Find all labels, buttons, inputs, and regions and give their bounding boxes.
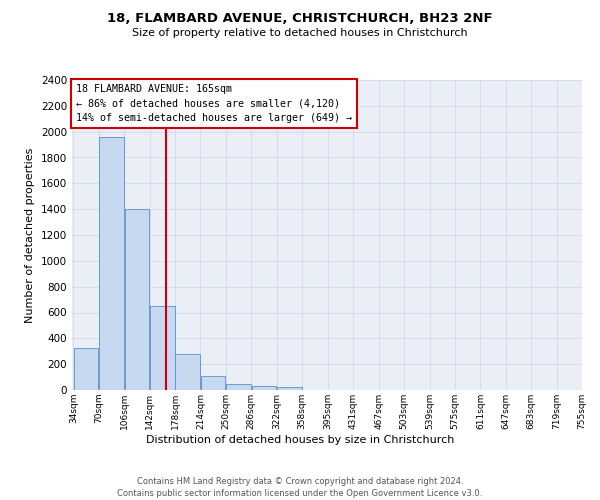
Bar	[125, 209, 149, 390]
Text: Contains public sector information licensed under the Open Government Licence v3: Contains public sector information licen…	[118, 489, 482, 498]
Bar	[251, 386, 276, 390]
Text: 18, FLAMBARD AVENUE, CHRISTCHURCH, BH23 2NF: 18, FLAMBARD AVENUE, CHRISTCHURCH, BH23 …	[107, 12, 493, 26]
Bar	[74, 348, 98, 390]
Y-axis label: Number of detached properties: Number of detached properties	[25, 148, 35, 322]
Bar	[99, 137, 124, 390]
Text: Size of property relative to detached houses in Christchurch: Size of property relative to detached ho…	[132, 28, 468, 38]
Text: Contains HM Land Registry data © Crown copyright and database right 2024.: Contains HM Land Registry data © Crown c…	[137, 478, 463, 486]
Bar	[175, 354, 200, 390]
Bar	[277, 388, 302, 390]
Bar	[201, 376, 226, 390]
Text: 18 FLAMBARD AVENUE: 165sqm
← 86% of detached houses are smaller (4,120)
14% of s: 18 FLAMBARD AVENUE: 165sqm ← 86% of deta…	[76, 84, 352, 124]
Bar	[226, 384, 251, 390]
Text: Distribution of detached houses by size in Christchurch: Distribution of detached houses by size …	[146, 435, 454, 445]
Bar	[150, 306, 175, 390]
